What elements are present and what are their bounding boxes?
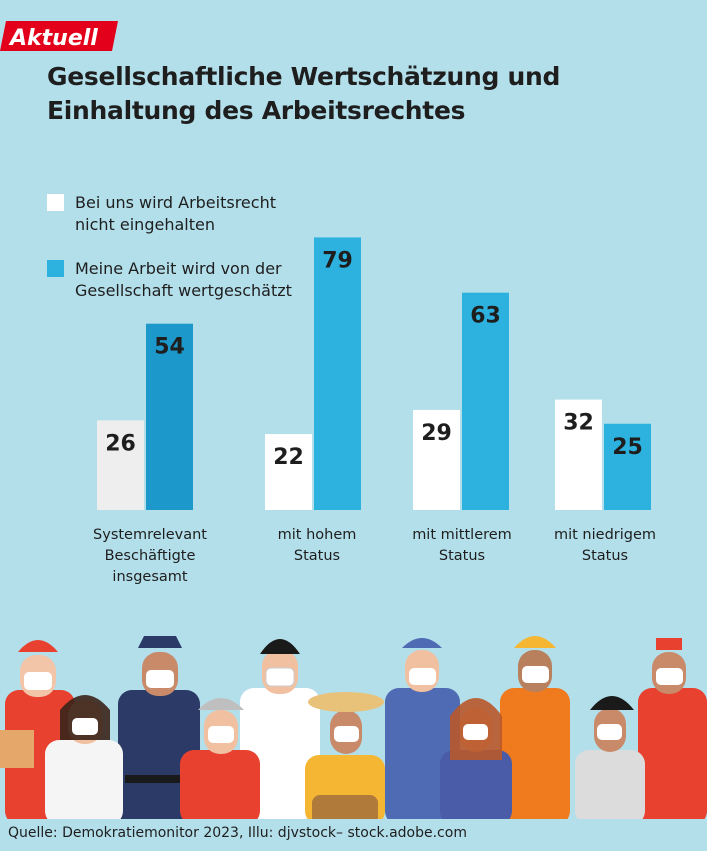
legend-label: Meine Arbeit wird von der Gesellschaft w…: [75, 258, 292, 302]
category-label-mittlerer-status: mit mittlerem Status: [377, 525, 547, 567]
legend-swatch-blue: [47, 260, 64, 277]
category-label-line: Status: [581, 548, 629, 564]
source-footer: Quelle: Demokratiemonitor 2023, Illu: dj…: [0, 819, 707, 851]
data-label: 26: [105, 431, 136, 456]
bar-wertschaetzung-0: [146, 323, 193, 510]
bar-wertschaetzung-1: [314, 237, 361, 510]
legend-label-line1: Meine Arbeit wird von der: [75, 259, 282, 278]
bar-arbeitsrecht-2: [413, 409, 460, 510]
worker-farmer: [305, 692, 385, 825]
chart-title: Gesellschaftliche Wertschätzung und Einh…: [47, 62, 561, 125]
category-label-line: mit mittlerem: [412, 527, 512, 543]
category-label-line: mit niedrigem: [553, 527, 657, 543]
legend-item-wertschaetzung: Meine Arbeit wird von der Gesellschaft w…: [47, 258, 377, 308]
bar-chart: 26 22 29 32 54 79 63 25: [97, 237, 651, 510]
legend-label: Bei uns wird Arbeitsrecht nicht eingehal…: [75, 192, 276, 236]
worker-construction: [500, 636, 570, 825]
category-label-niedriger-status: mit niedrigem Status: [520, 525, 690, 567]
data-label: 32: [563, 411, 594, 436]
worker-teacher: [45, 695, 123, 825]
worker-nurse: [180, 698, 260, 825]
legend-label-line2: Gesellschaft wertgeschätzt: [75, 281, 292, 300]
bar-wertschaetzung-3: [604, 423, 651, 510]
data-label: 22: [273, 445, 304, 470]
aktuell-logo: Aktuell: [0, 21, 118, 51]
category-label-line: Beschäftigte insgesamt: [104, 548, 196, 585]
legend-item-arbeitsrecht: Bei uns wird Arbeitsrecht nicht eingehal…: [47, 192, 377, 242]
data-label: 79: [322, 248, 353, 273]
category-label-line: Systemrelevant: [93, 527, 207, 543]
bar-arbeitsrecht-3: [555, 399, 602, 510]
bar-arbeitsrecht-0: [97, 420, 144, 510]
worker-businesswoman: [440, 698, 512, 825]
legend-swatch-white: [47, 194, 64, 211]
category-label-line: Status: [293, 548, 341, 564]
legend-label-line2: nicht eingehalten: [75, 215, 215, 234]
worker-cleaner: [575, 696, 645, 825]
source-text: Quelle: Demokratiemonitor 2023, Illu: dj…: [8, 825, 467, 841]
worker-police: [118, 636, 200, 825]
logo-text: Aktuell: [8, 26, 98, 51]
data-label: 63: [470, 304, 501, 329]
data-label: 54: [154, 335, 185, 360]
category-label-systemrelevant: Systemrelevant Beschäftigte insgesamt: [65, 525, 235, 588]
bar-wertschaetzung-2: [462, 292, 509, 510]
category-label-hoher-status: mit hohem Status: [232, 525, 402, 567]
legend-label-line1: Bei uns wird Arbeitsrecht: [75, 193, 276, 212]
bar-arbeitsrecht-1: [265, 434, 312, 510]
data-label: 29: [421, 421, 452, 446]
workers-illustration: [0, 636, 707, 825]
category-label-line: Status: [438, 548, 486, 564]
category-label-line: mit hohem: [277, 527, 357, 543]
data-label: 25: [612, 435, 643, 460]
worker-waitress: [638, 638, 707, 825]
